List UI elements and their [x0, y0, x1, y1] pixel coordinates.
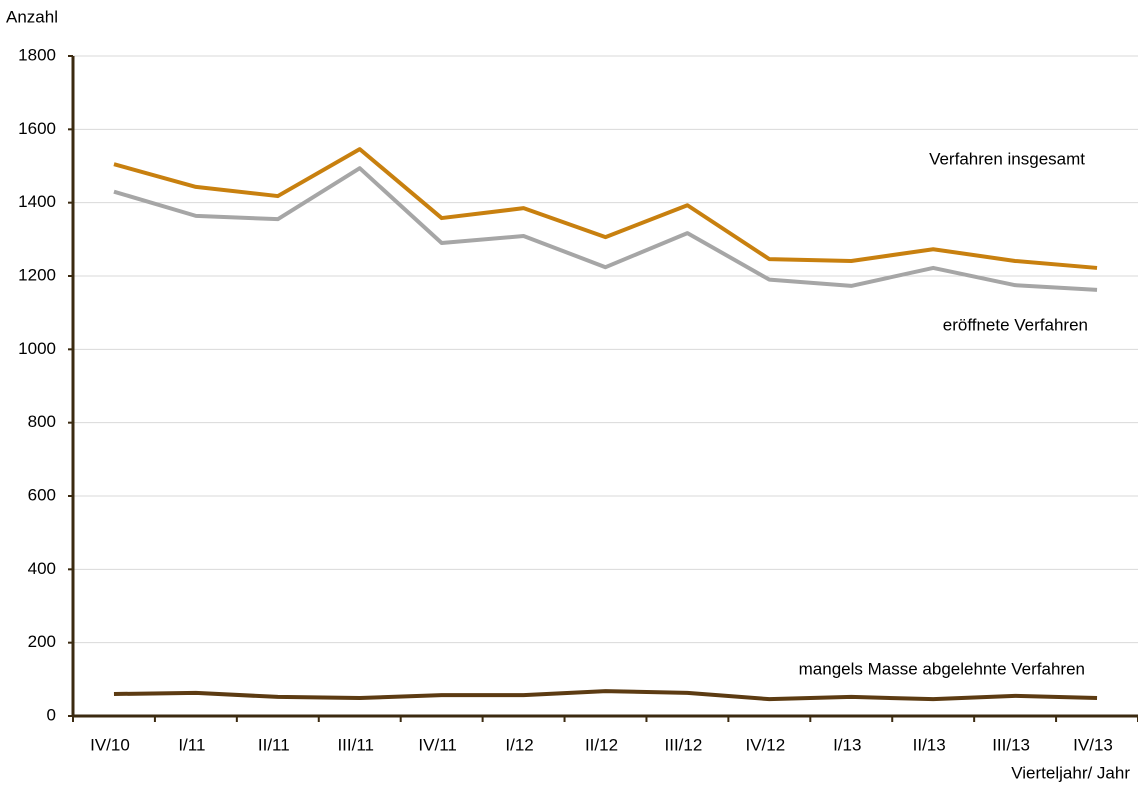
x-tick-label: III/11: [337, 735, 374, 754]
x-tick-label: II/12: [585, 735, 618, 754]
x-axis-label: Vierteljahr/ Jahr: [1011, 763, 1130, 782]
series-label: Verfahren insgesamt: [929, 149, 1085, 168]
x-tick-label: II/13: [913, 735, 946, 754]
x-tick-label: IV/10: [90, 735, 130, 754]
y-tick-label: 1000: [18, 339, 56, 358]
x-tick-label: III/13: [992, 735, 1030, 754]
y-tick-label: 0: [47, 705, 56, 724]
x-tick-label: II/11: [258, 735, 290, 754]
y-tick-label: 1400: [18, 192, 56, 211]
y-tick-label: 600: [28, 485, 56, 504]
x-tick-label: I/11: [178, 735, 205, 754]
y-axis-label: Anzahl: [6, 7, 58, 26]
x-tick-label: I/12: [505, 735, 533, 754]
x-tick-label: IV/12: [745, 735, 785, 754]
y-tick-label: 400: [28, 559, 56, 578]
y-tick-label: 1200: [18, 265, 56, 284]
series-label: eröffnete Verfahren: [943, 315, 1088, 334]
y-tick-label: 1800: [18, 45, 56, 64]
x-tick-label: I/13: [833, 735, 861, 754]
x-tick-label: IV/13: [1073, 735, 1113, 754]
series-label: mangels Masse abgelehnte Verfahren: [799, 659, 1085, 678]
x-tick-label: IV/11: [418, 735, 456, 754]
line-series: [113, 689, 1098, 702]
y-tick-label: 800: [28, 412, 56, 431]
line-series: [113, 166, 1098, 292]
line-series: [113, 147, 1098, 270]
y-tick-label: 1600: [18, 119, 56, 138]
x-tick-label: III/12: [665, 735, 703, 754]
y-tick-label: 200: [28, 632, 56, 651]
